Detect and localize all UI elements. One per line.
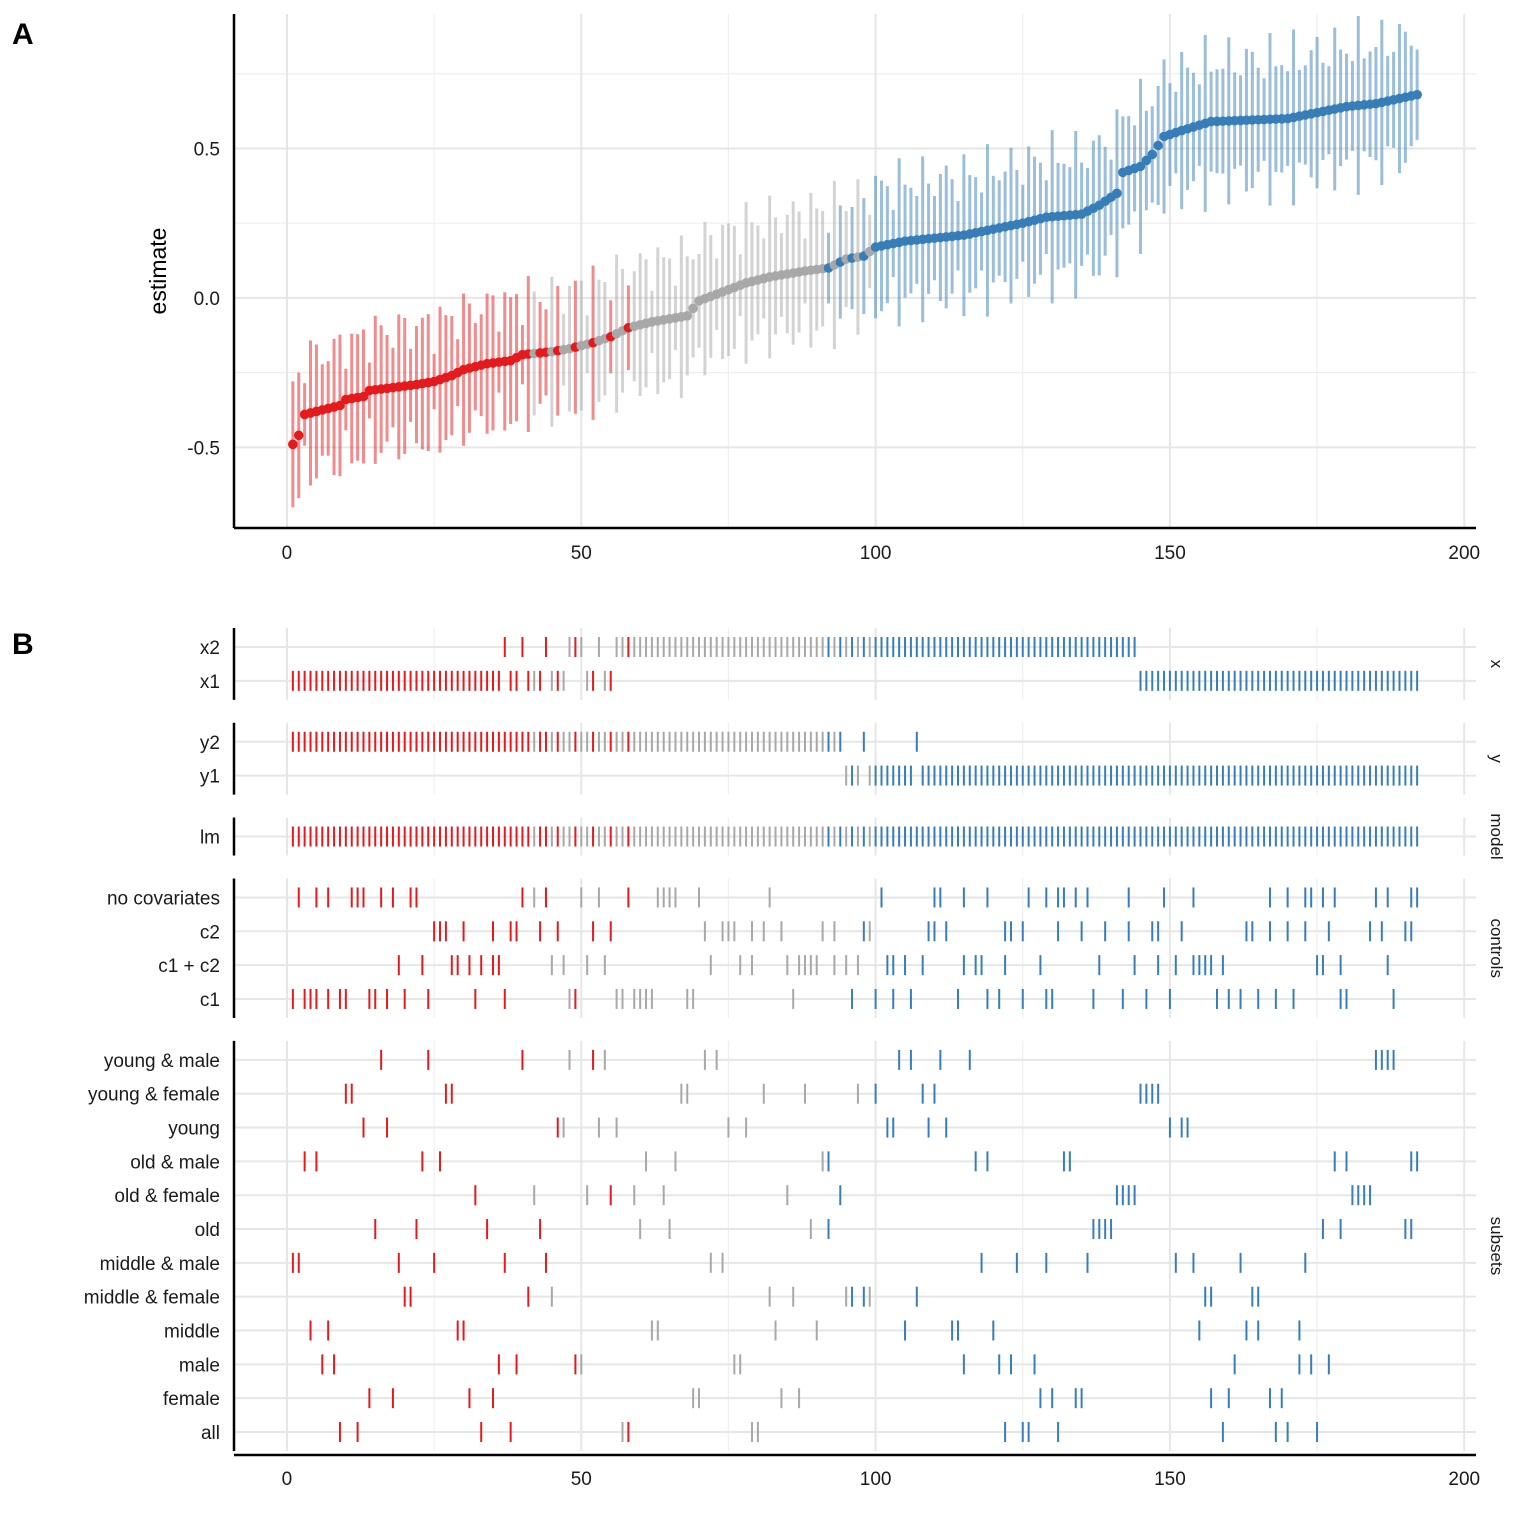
row-label: young & female [88, 1085, 220, 1106]
row-label: young [168, 1119, 220, 1140]
row-label: male [179, 1355, 220, 1376]
row-label: x1 [200, 672, 220, 693]
estimate-point [1141, 155, 1152, 166]
row-label: lm [200, 828, 220, 849]
row-label: c2 [200, 922, 220, 943]
strip-label: controls [1487, 918, 1506, 978]
x-tick-label: 200 [1448, 543, 1480, 564]
x-tick-label: 150 [1154, 1469, 1186, 1490]
x-tick-label: 50 [571, 1469, 592, 1490]
row-label: all [201, 1423, 220, 1444]
row-label: c1 [200, 990, 220, 1011]
strip-label: x [1487, 660, 1506, 669]
row-label: old & male [130, 1152, 220, 1173]
row-label: middle & female [84, 1288, 220, 1309]
x-tick-label: 50 [571, 543, 592, 564]
estimate-point [1412, 89, 1422, 100]
row-label: c1 + c2 [158, 956, 220, 977]
y-tick-label: 0.5 [194, 139, 220, 160]
estimate-point [358, 391, 369, 402]
row-label: female [163, 1389, 220, 1410]
panel-a-label: A [12, 18, 34, 51]
row-label: old [195, 1220, 220, 1241]
x-tick-label: 100 [860, 543, 892, 564]
row-label: young & male [104, 1051, 220, 1072]
estimate-point [682, 311, 693, 321]
x-tick-label: 150 [1154, 543, 1186, 564]
x-tick-label: 100 [860, 1469, 892, 1490]
y-tick-label: 0.0 [194, 289, 220, 310]
row-label: x2 [200, 638, 220, 659]
y-axis-title: estimate [145, 228, 171, 315]
estimate-point [1112, 188, 1122, 199]
estimate-point [1147, 149, 1158, 160]
panel-b-label: B [12, 628, 34, 661]
estimate-point [335, 400, 345, 411]
strip-label: subsets [1487, 1217, 1506, 1276]
row-label: y1 [200, 767, 220, 788]
row-label: no covariates [107, 888, 220, 909]
estimate-point [1153, 140, 1163, 151]
specification-choices-panel: x2 x1 x y2 y1 y lm model no covariates c2 c1 + c2 c… [84, 628, 1506, 1490]
x-tick-label: 200 [1448, 1469, 1480, 1490]
estimate-point [1135, 161, 1146, 172]
x-tick-label: 0 [282, 543, 293, 564]
estimate-curve-panel: -0.5 0.0 0.5 0 50 100 150 200 estimate [145, 14, 1480, 564]
strip-label: model [1487, 813, 1506, 859]
row-label: old & female [114, 1186, 220, 1207]
estimate-point [688, 303, 698, 314]
x-tick-label: 0 [282, 1469, 293, 1490]
strip-label: y [1487, 754, 1506, 763]
row-label: middle [164, 1322, 220, 1343]
row-label: middle & male [100, 1254, 220, 1275]
estimate-point [288, 439, 298, 450]
estimate-point [293, 430, 304, 441]
row-label: y2 [200, 733, 220, 754]
y-tick-label: -0.5 [187, 438, 220, 459]
